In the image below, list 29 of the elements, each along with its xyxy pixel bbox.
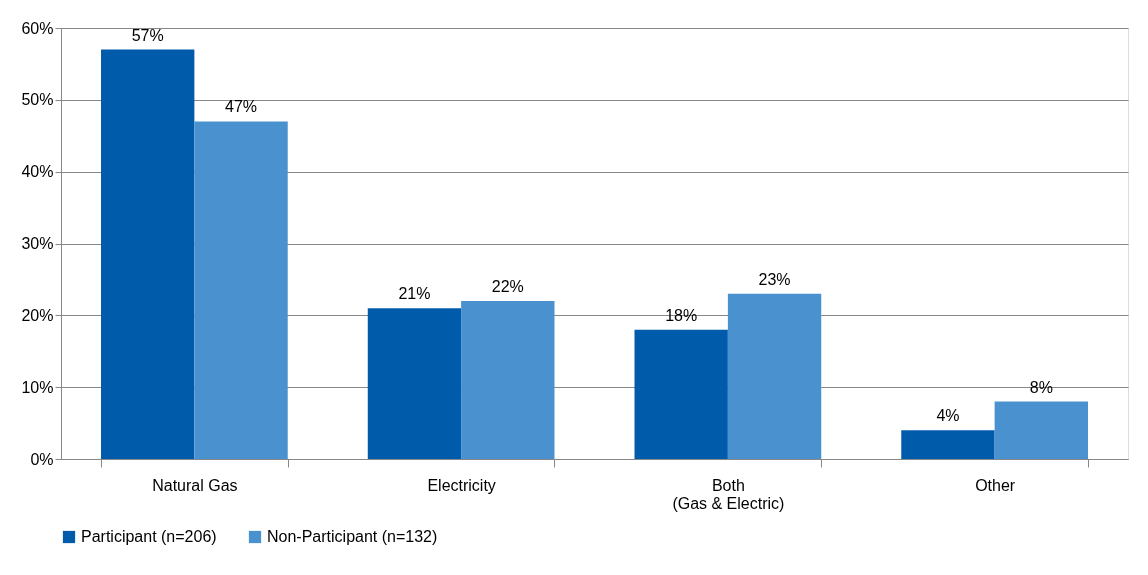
data-label: 4% xyxy=(936,407,960,425)
data-label: 21% xyxy=(398,285,431,303)
bar xyxy=(194,121,288,459)
bar xyxy=(367,308,462,459)
y-tick-label: 30% xyxy=(21,235,54,252)
legend-label: Participant (n=206) xyxy=(81,528,217,545)
legend-label: Non-Participant (n=132) xyxy=(267,528,438,545)
bar xyxy=(994,401,1088,459)
bar xyxy=(727,293,822,459)
x-tick-label: Electricity xyxy=(427,476,496,494)
x-tick-label: Natural Gas xyxy=(152,476,238,494)
y-tick-label: 0% xyxy=(30,450,54,468)
x-tick-label: Other xyxy=(975,476,1016,494)
y-tick-label: 50% xyxy=(21,91,54,109)
bar xyxy=(901,430,995,459)
y-tick-label: 40% xyxy=(21,163,54,181)
y-tick-label: 60% xyxy=(21,19,54,37)
x-tick-label: Both (Gas & Electric) xyxy=(672,476,785,512)
bar xyxy=(101,49,195,459)
data-label: 57% xyxy=(131,26,164,44)
data-label: 47% xyxy=(225,98,258,116)
bar xyxy=(634,329,728,459)
data-label: 22% xyxy=(491,277,524,295)
data-label: 18% xyxy=(665,306,698,324)
y-tick-label: 20% xyxy=(21,306,54,324)
data-label: 23% xyxy=(758,270,791,288)
bar xyxy=(461,300,555,459)
data-label: 8% xyxy=(1029,378,1053,396)
y-tick-label: 10% xyxy=(21,378,54,396)
